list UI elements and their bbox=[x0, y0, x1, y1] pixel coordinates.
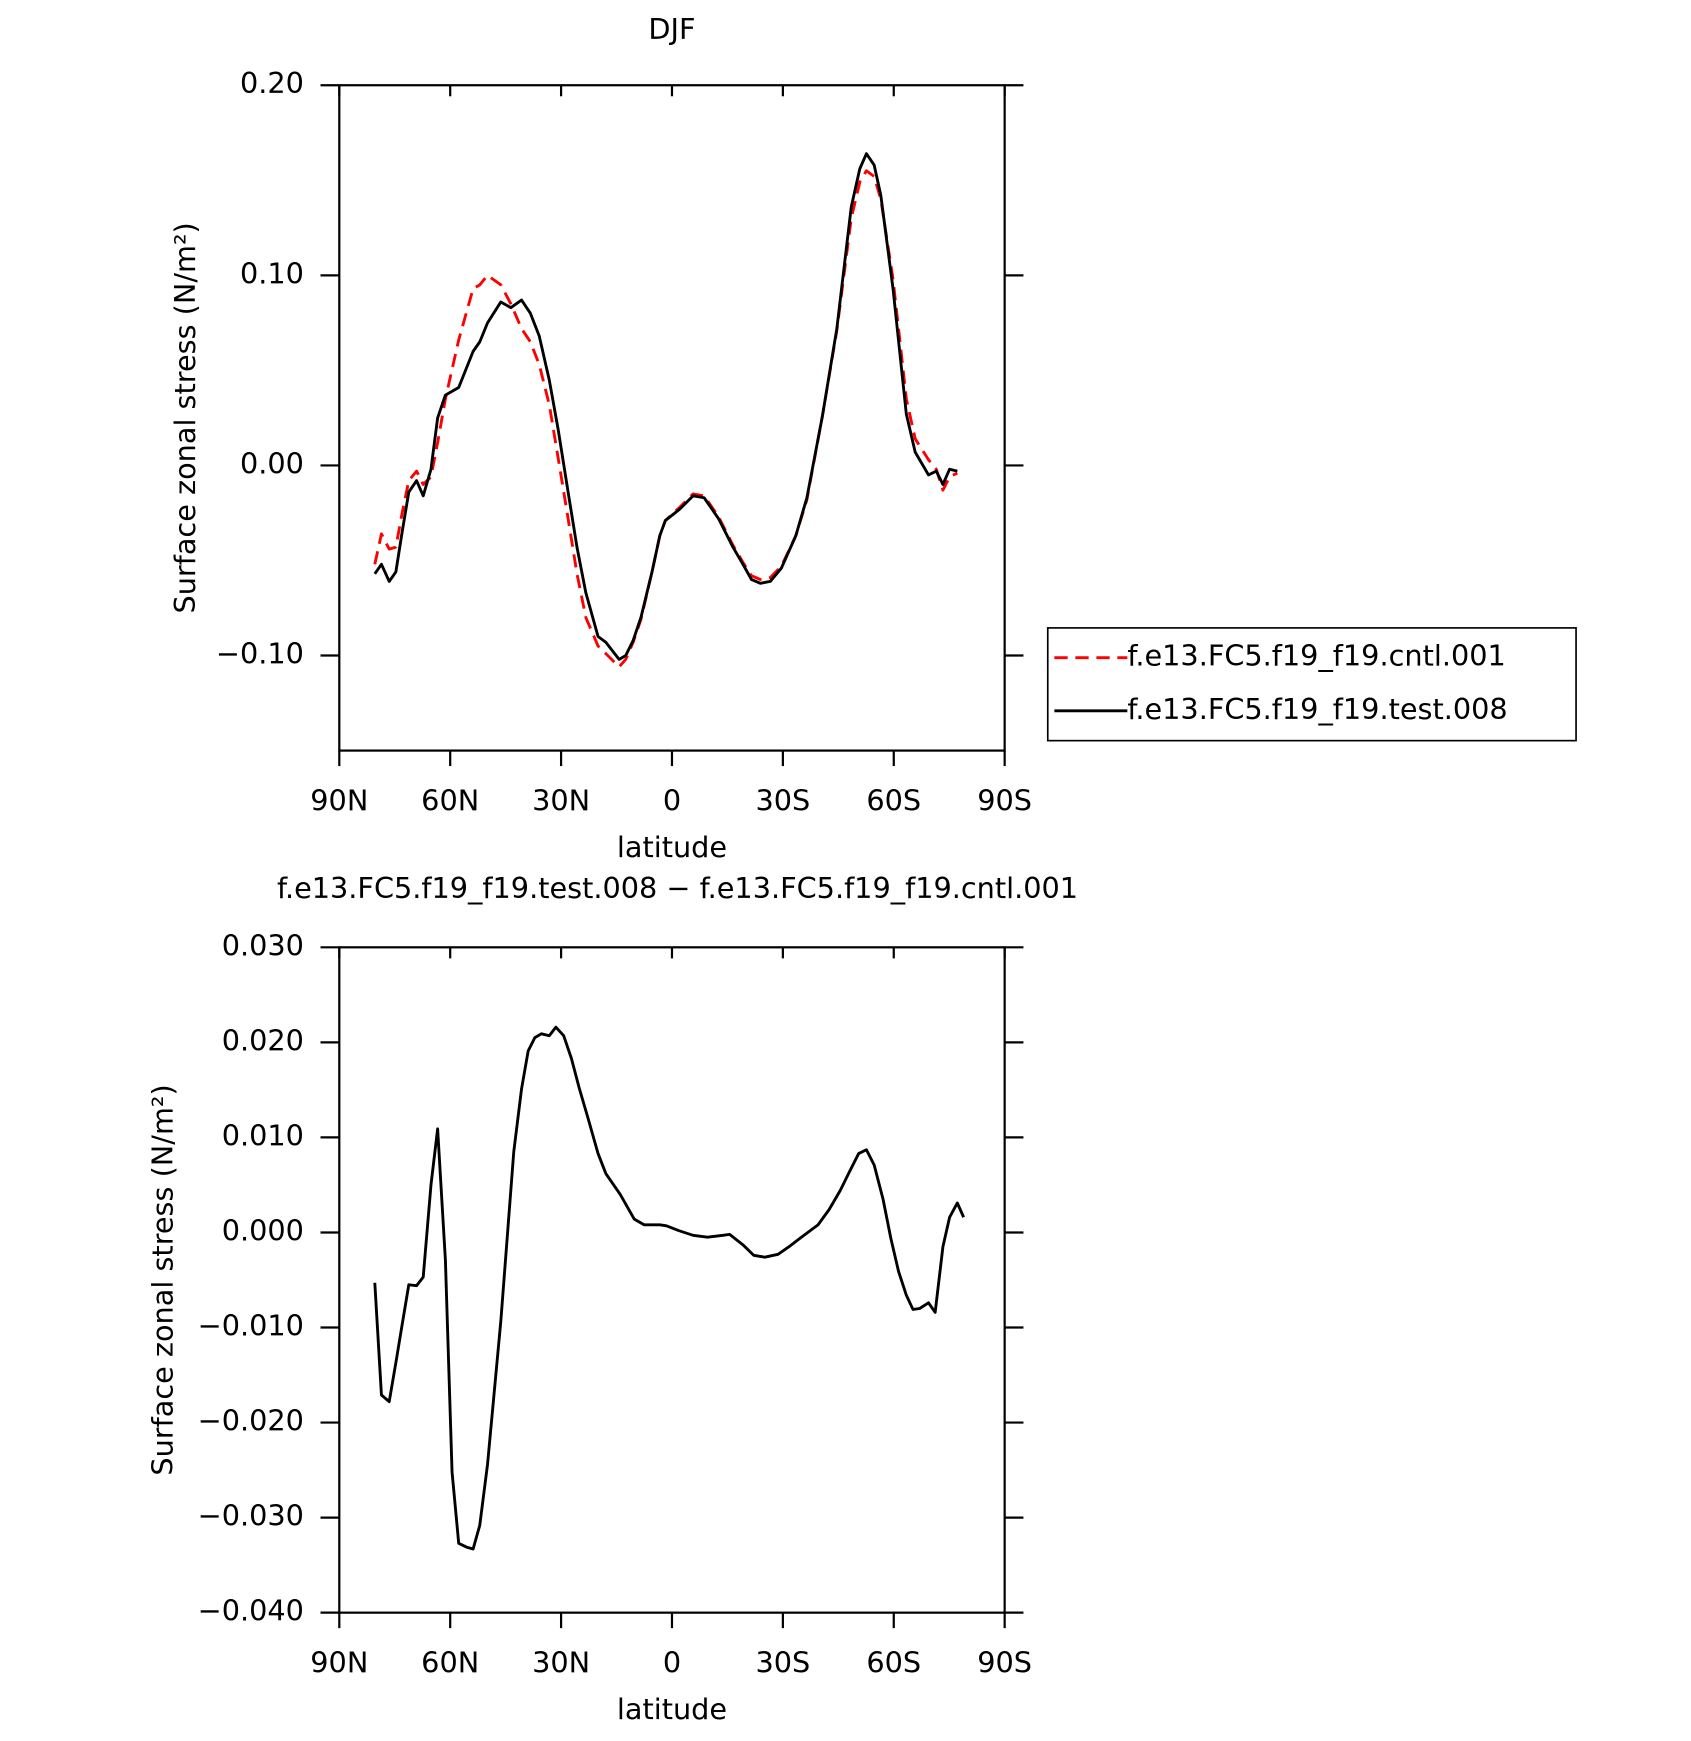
y-tick-label: 0.10 bbox=[240, 256, 304, 290]
y-tick-label: −0.040 bbox=[198, 1594, 304, 1628]
y-tick-label: 0.030 bbox=[222, 928, 304, 962]
x-tick-label: 60S bbox=[866, 1646, 921, 1680]
x-tick-label: 30S bbox=[755, 784, 810, 818]
y-tick-label: −0.020 bbox=[198, 1404, 304, 1438]
x-tick-label: 90N bbox=[310, 1646, 368, 1680]
x-tick-label: 60N bbox=[421, 784, 479, 818]
x-tick-label: 90S bbox=[977, 1646, 1032, 1680]
series-line bbox=[373, 1025, 965, 1551]
legend-label: f.e13.FC5.f19_f19.test.008 bbox=[1127, 692, 1507, 726]
y-tick-label: −0.030 bbox=[198, 1499, 304, 1533]
x-tick-label: 60S bbox=[866, 784, 921, 818]
x-axis-label: latitude bbox=[617, 830, 727, 864]
y-tick-label: 0.000 bbox=[222, 1213, 304, 1247]
y-tick-label: 0.010 bbox=[222, 1118, 304, 1152]
x-tick-label: 0 bbox=[663, 1646, 681, 1680]
x-axis-label: latitude bbox=[617, 1692, 727, 1726]
plot-frame bbox=[338, 946, 1006, 1614]
x-tick-label: 90S bbox=[977, 784, 1032, 818]
y-tick-label: −0.10 bbox=[216, 637, 304, 671]
x-tick-label: 30S bbox=[755, 1646, 810, 1680]
chart-title: f.e13.FC5.f19_f19.test.008 − f.e13.FC5.f… bbox=[277, 871, 1078, 905]
x-tick-label: 60N bbox=[421, 1646, 479, 1680]
y-axis-label: Surface zonal stress (N/m²) bbox=[168, 222, 202, 613]
series-line bbox=[373, 152, 958, 661]
x-tick-label: 90N bbox=[310, 784, 368, 818]
y-tick-label: 0.20 bbox=[240, 66, 304, 100]
plot-frame bbox=[338, 84, 1006, 752]
y-tick-label: 0.020 bbox=[222, 1023, 304, 1057]
legend-label: f.e13.FC5.f19_f19.cntl.001 bbox=[1127, 639, 1505, 673]
x-tick-label: 30N bbox=[532, 1646, 590, 1680]
x-tick-label: 0 bbox=[663, 784, 681, 818]
y-tick-label: −0.010 bbox=[198, 1309, 304, 1343]
x-tick-label: 30N bbox=[532, 784, 590, 818]
series-line bbox=[373, 169, 958, 669]
chart-title: DJF bbox=[648, 12, 695, 46]
y-axis-label: Surface zonal stress (N/m²) bbox=[146, 1084, 180, 1475]
y-tick-label: 0.00 bbox=[240, 446, 304, 480]
legend-box bbox=[1046, 627, 1577, 742]
